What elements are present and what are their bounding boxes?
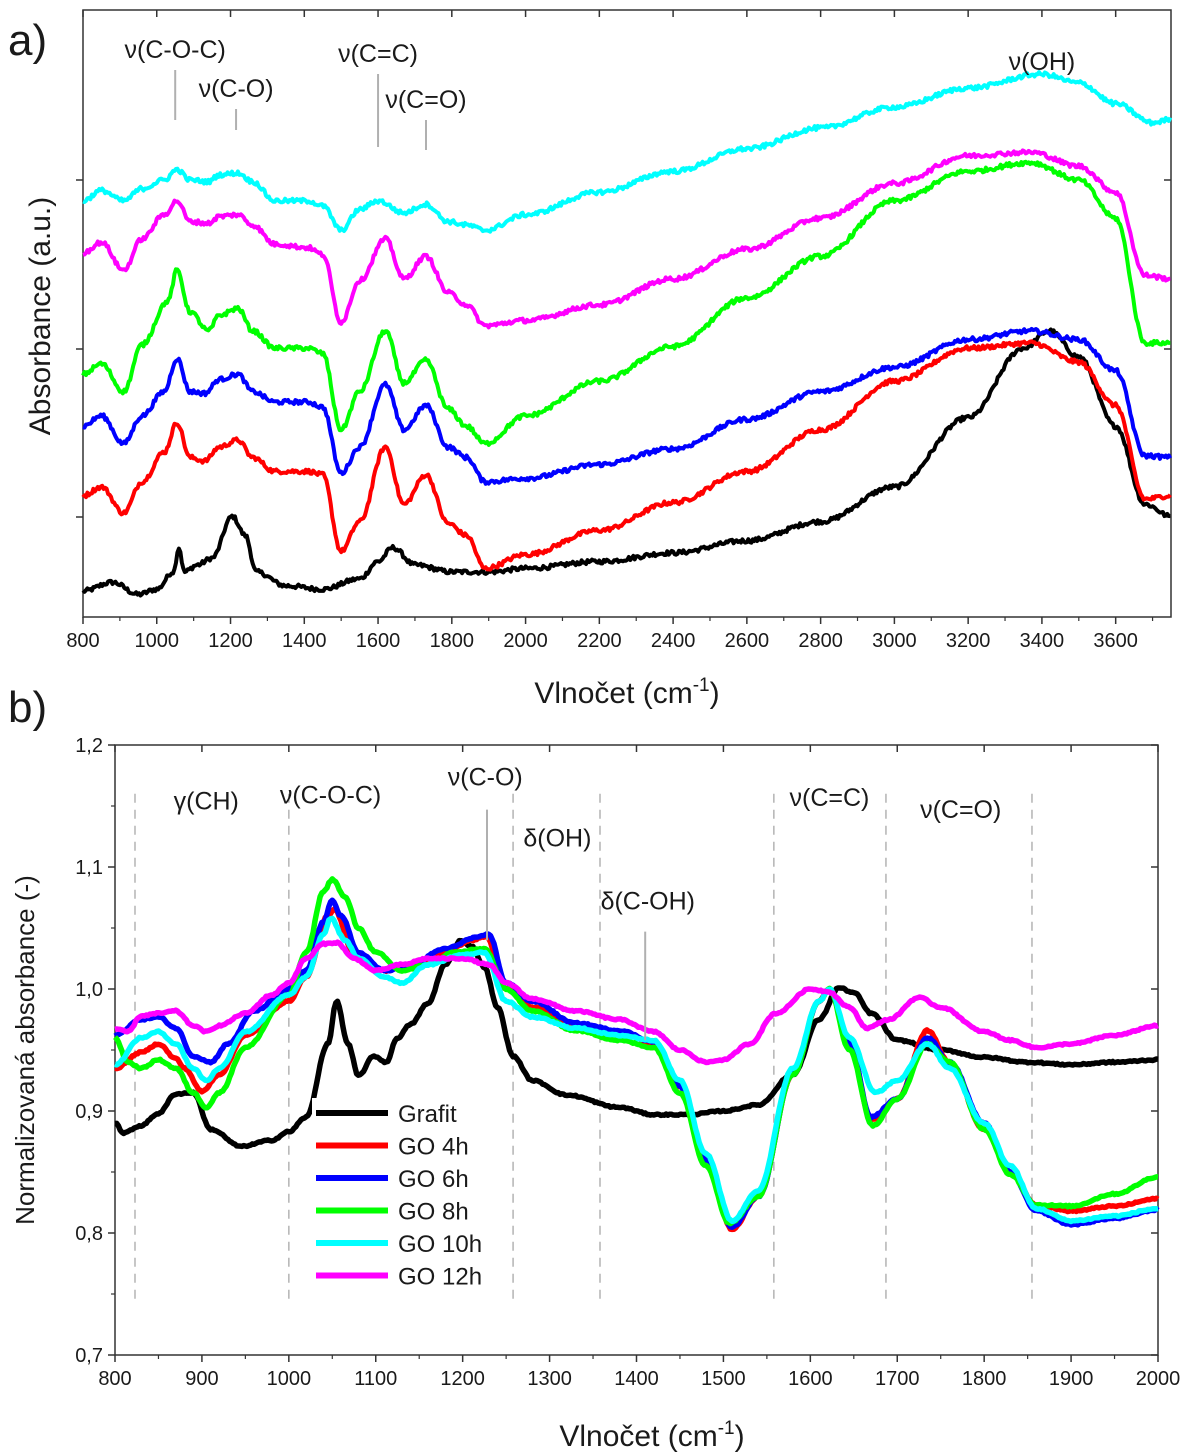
panel-b-series-go-6h — [113, 897, 1160, 1231]
panel-a-x-tick-label: 1000 — [135, 630, 180, 652]
panel-b-plot-area — [114, 744, 1159, 1356]
panel-b-y-tick-label: 1,2 — [75, 735, 103, 757]
panel-a-x-tick-label: 2600 — [725, 630, 770, 652]
panel-a: a) 800 1000 1200 1400 1600 1800 2000 2200 2400 26… — [8, 9, 1173, 710]
panel-b-x-tick-label: 1400 — [614, 1368, 659, 1390]
panel-a-annotation-nu-oh: ν(OH) — [1009, 48, 1076, 76]
panel-b-x-tick-label: 1000 — [267, 1368, 312, 1390]
panel-b-legend-label-go-12h: GO 12h — [398, 1264, 482, 1291]
panel-b-series-go-12h — [113, 939, 1160, 1066]
panel-a-series-go-4h — [81, 339, 1172, 572]
panel-b-x-tick-label: 1300 — [527, 1368, 572, 1390]
panel-a-x-tick-label: 1200 — [208, 630, 253, 652]
panel-a-annotation-nu-c-o-c: ν(C-O-C) — [125, 36, 226, 64]
panel-b-y-tick-label: 1,0 — [75, 979, 103, 1001]
panel-b-y-tick-label: 0,8 — [75, 1223, 103, 1245]
panel-b-annotation: ν(C=O) — [920, 796, 1001, 824]
panel-a-annotation-nu-c-o: ν(C-O) — [199, 75, 274, 103]
panel-b-legend-label-go-10h: GO 10h — [398, 1231, 482, 1258]
panel-b: b) 800 900 1000 1100 1200 1300 1400 1500 1600 170… — [8, 683, 1180, 1453]
panel-b-x-ticks: 800 900 1000 1100 1200 1300 1400 1500 1600 1700 18… — [98, 745, 1180, 1390]
panel-b-x-tick-label: 2000 — [1136, 1368, 1181, 1390]
panel-a-x-tick-label: 3600 — [1093, 630, 1138, 652]
panel-b-x-tick-label: 1900 — [1049, 1368, 1094, 1390]
panel-b-series-go-10h — [113, 915, 1160, 1225]
panel-b-x-tick-label: 1700 — [875, 1368, 920, 1390]
panel-a-x-tick-label: 2400 — [651, 630, 696, 652]
panel-b-annotation: ν(C-O-C) — [280, 782, 381, 810]
panel-b-annotations: γ(CH) ν(C-O-C) ν(C-O) δ(OH) δ(C-OH) ν(C=C) ν(C… — [174, 763, 1001, 1041]
panel-a-x-ticks: 800 1000 1200 1400 1600 1800 2000 2200 2400 2600 2… — [66, 10, 1154, 652]
panel-a-letter: a) — [8, 16, 47, 65]
panel-b-x-tick-label: 1800 — [962, 1368, 1007, 1390]
panel-a-x-tick-label: 800 — [66, 630, 99, 652]
panel-b-y-tick-label: 0,7 — [75, 1345, 103, 1367]
panel-b-y-tick-label: 0,9 — [75, 1101, 103, 1123]
panel-a-series — [81, 70, 1173, 598]
panel-b-y-axis-title: Normalizovaná absorbance (-) — [10, 875, 40, 1225]
panel-b-legend-label-grafit: Grafit — [398, 1101, 457, 1128]
panel-b-series-grafit — [113, 937, 1160, 1150]
panel-a-frame — [82, 9, 1172, 618]
panel-a-plot-area — [82, 9, 1172, 618]
panel-b-x-tick-label: 1200 — [440, 1368, 485, 1390]
panel-b-annotation: ν(C-O) — [448, 763, 523, 791]
panel-b-x-tick-label: 900 — [185, 1368, 218, 1390]
panel-b-reference-lines — [134, 793, 1033, 1301]
panel-b-legend-label-go-8h: GO 8h — [398, 1199, 469, 1226]
panel-a-series-go-6h — [82, 326, 1173, 486]
panel-a-x-tick-label: 1600 — [356, 630, 401, 652]
panel-b-annotation: γ(CH) — [174, 788, 239, 816]
panel-b-legend-label-go-6h: GO 6h — [398, 1166, 469, 1193]
panel-b-x-tick-label: 1600 — [788, 1368, 833, 1390]
panel-a-x-tick-label: 2000 — [503, 630, 548, 652]
panel-b-letter: b) — [8, 683, 47, 732]
panel-b-x-axis-title: Vlnočet (cm-1) — [559, 1418, 744, 1453]
panel-a-y-ticks — [76, 179, 1171, 518]
panel-b-x-tick-label: 1100 — [354, 1368, 397, 1390]
panel-b-annotation: δ(OH) — [523, 824, 591, 852]
panel-a-annotations: ν(C-O-C) ν(C-O) ν(C=C) ν(C=O) ν(OH) — [125, 36, 1076, 150]
panel-a-x-tick-label: 3400 — [1020, 630, 1065, 652]
panel-b-y-tick-label: 1,1 — [75, 857, 103, 879]
panel-a-x-tick-label: 2200 — [577, 630, 622, 652]
panel-a-series-go-8h — [81, 159, 1171, 447]
panel-b-frame — [114, 744, 1159, 1356]
panel-a-x-axis-title: Vlnočet (cm-1) — [534, 675, 719, 710]
panel-b-series — [113, 876, 1160, 1233]
panel-b-annotation: δ(C-OH) — [601, 888, 695, 916]
panel-a-series-go-12h — [82, 148, 1171, 330]
panel-b-x-tick-label: 800 — [98, 1368, 131, 1390]
panel-a-y-axis-title: Absorbance (a.u.) — [24, 197, 57, 435]
panel-a-series-go-10h — [82, 70, 1173, 234]
panel-a-x-tick-label: 3000 — [872, 630, 917, 652]
panel-a-annotation-nu-c-o: ν(C=O) — [385, 86, 466, 114]
panel-b-legend: Grafit GO 4h GO 6h GO 8h GO 10h GO 12h — [312, 1098, 512, 1324]
panel-a-x-tick-label: 1800 — [430, 630, 475, 652]
panel-a-x-tick-label: 3200 — [946, 630, 991, 652]
panel-a-x-tick-label: 2800 — [798, 630, 843, 652]
panel-b-y-ticks: 0,7 0,8 0,9 1,0 1,1 1,2 — [75, 735, 1158, 1367]
panel-a-series-grafit — [81, 327, 1171, 598]
panel-a-x-tick-label: 1400 — [282, 630, 327, 652]
panel-b-series-go-8h — [113, 876, 1160, 1227]
panel-b-legend-label-go-4h: GO 4h — [398, 1134, 469, 1161]
panel-a-annotation-nu-c-c: ν(C=C) — [338, 40, 418, 68]
panel-b-annotation: ν(C=C) — [790, 784, 870, 812]
panel-b-x-tick-label: 1500 — [701, 1368, 746, 1390]
panel-b-series-go-4h — [113, 906, 1160, 1233]
